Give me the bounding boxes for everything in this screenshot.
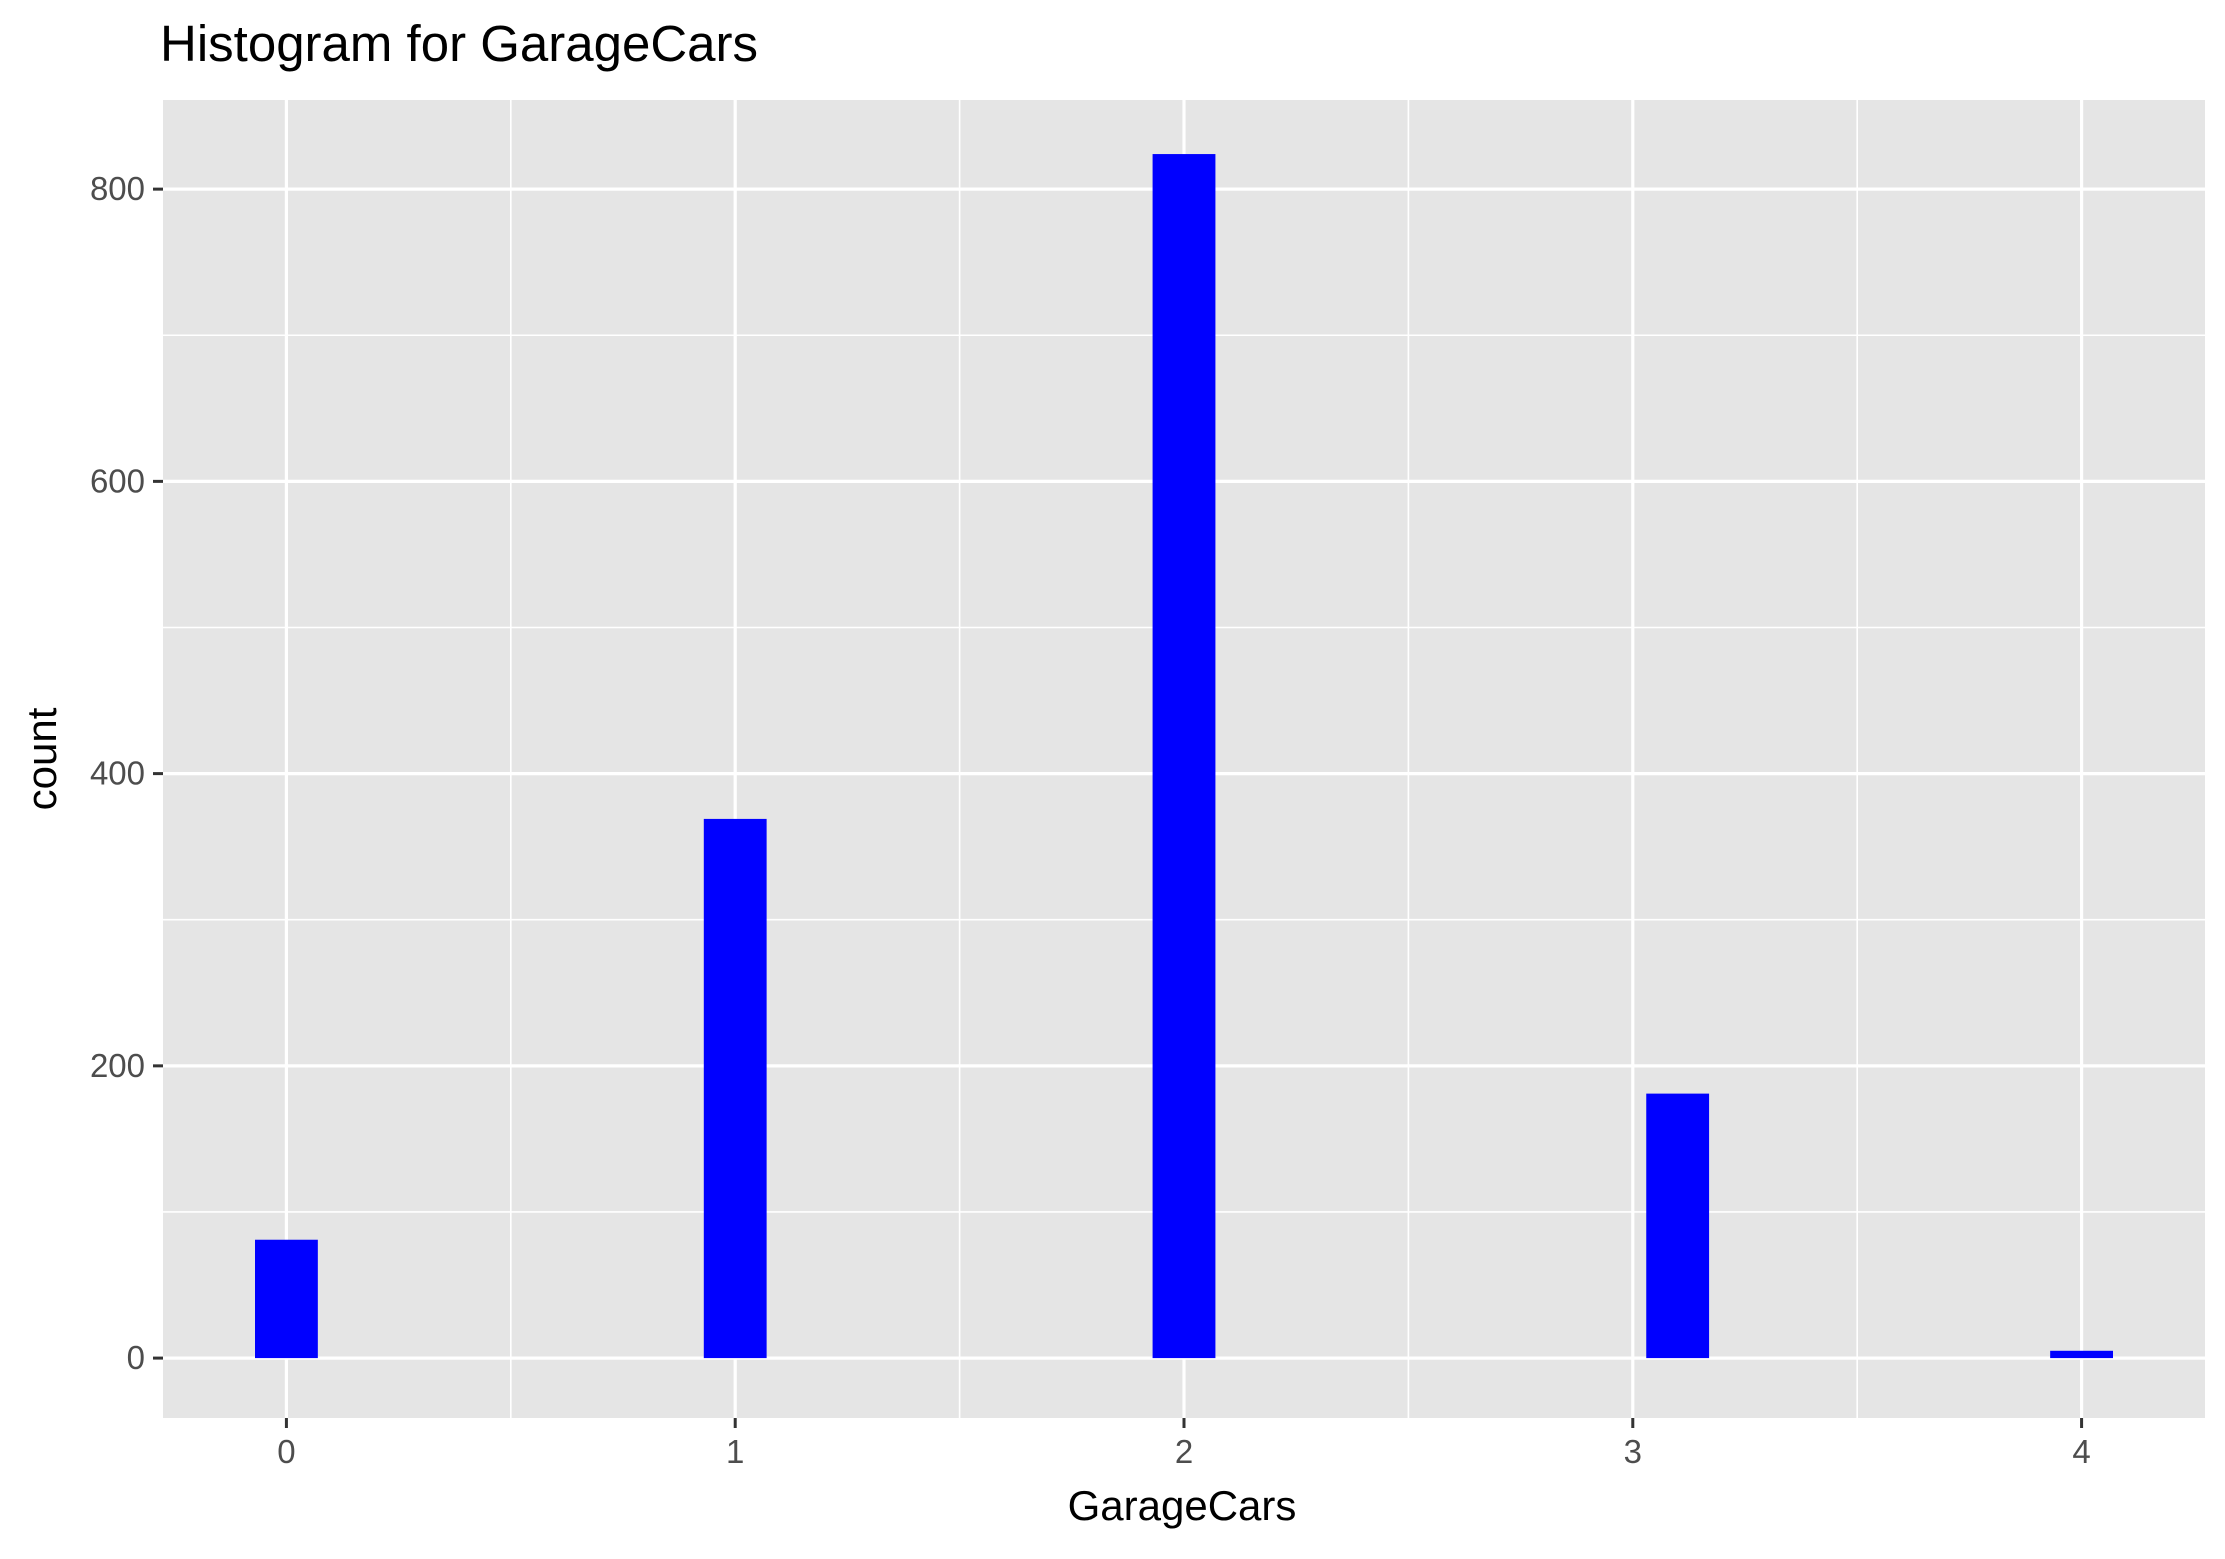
histogram-bar xyxy=(1646,1093,1710,1359)
y-tick-label: 0 xyxy=(127,1339,145,1376)
y-tick-label: 600 xyxy=(90,462,145,499)
x-axis: 0 1 2 3 4 xyxy=(277,1418,2091,1470)
histogram-bar xyxy=(1152,154,1216,1359)
x-tick-label: 0 xyxy=(277,1433,295,1470)
x-tick-label: 2 xyxy=(1175,1433,1193,1470)
histogram-bar xyxy=(703,818,767,1359)
x-axis-title: GarageCars xyxy=(1068,1482,1297,1529)
chart-title: Histogram for GarageCars xyxy=(160,15,758,72)
bars xyxy=(255,154,2113,1359)
y-tick-label: 200 xyxy=(90,1047,145,1084)
y-axis-title: count xyxy=(18,707,65,810)
x-tick-label: 3 xyxy=(1624,1433,1642,1470)
histogram-bar xyxy=(255,1239,318,1359)
x-tick-label: 4 xyxy=(2072,1433,2090,1470)
x-tick-label: 1 xyxy=(726,1433,744,1470)
y-tick-label: 400 xyxy=(90,755,145,792)
histogram-bar xyxy=(2050,1350,2113,1359)
y-tick-label: 800 xyxy=(90,170,145,207)
y-axis: 0 200 400 600 800 xyxy=(90,170,163,1376)
